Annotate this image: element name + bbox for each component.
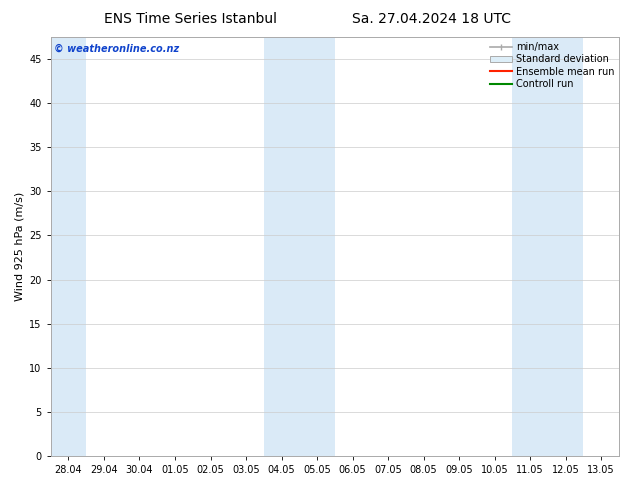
Text: Sa. 27.04.2024 18 UTC: Sa. 27.04.2024 18 UTC: [352, 12, 510, 26]
Bar: [512, 37, 583, 456]
Bar: [51, 37, 86, 456]
Legend: min/max, Standard deviation, Ensemble mean run, Controll run: min/max, Standard deviation, Ensemble me…: [488, 39, 617, 92]
Y-axis label: Wind 925 hPa (m/s): Wind 925 hPa (m/s): [15, 192, 25, 301]
Bar: [264, 37, 335, 456]
Text: ENS Time Series Istanbul: ENS Time Series Istanbul: [104, 12, 276, 26]
Text: © weatheronline.co.nz: © weatheronline.co.nz: [53, 43, 179, 53]
